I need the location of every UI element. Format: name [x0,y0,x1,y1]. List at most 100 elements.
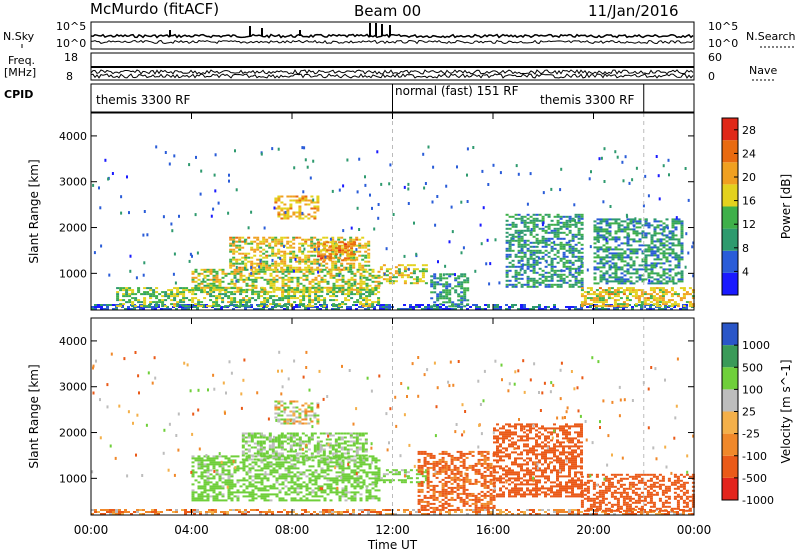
echo-cell [239,467,243,470]
echo-cell [641,236,645,239]
echo-cell [433,281,437,284]
echo-cell [236,467,240,470]
echo-cell [350,469,354,472]
echo-cell [568,245,572,248]
echo-cell [635,230,639,233]
echo-cell [109,509,112,511]
echo-cell [320,276,324,279]
echo-cell [316,258,320,261]
echo-cell [377,291,381,294]
echo-cell [283,256,287,259]
echo-cell [304,203,308,206]
echo-cell [233,274,237,277]
echo-cell [544,231,548,234]
echo-cell [125,301,129,304]
echo-cell [200,485,204,488]
echo-cell [676,511,679,513]
echo-cell [335,479,339,482]
echo-cell [151,511,154,513]
echo-cell [486,238,489,242]
echo-cell [194,499,198,502]
echo-cell [568,306,571,308]
echo-cell [335,493,339,496]
echo-cell [232,238,236,241]
echo-cell [682,295,686,298]
echo-cell [308,290,312,293]
velocity-echoes [91,350,695,515]
echo-cell [214,509,217,511]
echo-cell [251,465,255,468]
echo-cell [511,243,515,246]
echo-cell [251,497,255,500]
echo-cell [577,219,581,222]
echo-cell [314,278,318,281]
echo-cell [541,308,544,310]
echo-cell [143,261,146,265]
colorbar-tick-label: 28 [742,124,756,137]
echo-cell [316,308,319,310]
echo-cell [149,295,153,298]
echo-cell [565,261,569,264]
echo-cell [199,192,202,196]
echo-cell [599,276,603,279]
echo-cell [203,479,207,482]
echo-cell [233,469,237,472]
echo-cell [139,304,142,306]
echo-cell [119,303,123,306]
echo-cell [227,301,231,304]
echo-cell [331,260,335,263]
echo-cell [323,245,327,248]
echo-cell [242,491,246,494]
echo-cell [514,265,518,268]
echo-cell [439,293,443,296]
echo-cell [596,248,600,251]
echo-cell [317,245,321,248]
echo-cell [244,458,248,461]
echo-cell [647,268,651,271]
echo-cell [626,256,630,259]
echo-cell [329,274,333,277]
echo-cell [607,293,611,296]
echo-cell [319,511,322,513]
echo-cell [565,221,569,224]
y-tick-label: 3000 [59,176,87,189]
echo-cell [334,266,338,269]
echo-cell [478,308,481,310]
echo-cell [577,308,580,310]
echo-cell [596,222,600,225]
echo-cell [271,246,275,249]
echo-cell [535,213,539,216]
echo-cell [253,266,257,269]
echo-cell [269,286,273,289]
echo-cell [308,473,312,476]
echo-cell [266,463,270,466]
echo-cell [505,285,509,288]
echo-cell [248,475,252,478]
echo-cell [635,280,639,283]
echo-cell [436,295,440,298]
echo-cell [299,276,303,279]
echo-cell [188,291,192,294]
echo-cell [232,262,236,265]
echo-cell [656,238,660,241]
echo-cell [280,268,284,271]
echo-cell [620,282,624,285]
echo-cell [368,489,372,492]
echo-cell [197,467,201,470]
echo-cell [227,461,231,464]
echo-cell [254,485,258,488]
echo-cell [317,251,321,254]
echo-cell [215,299,219,302]
echo-cell [232,242,236,245]
echo-cell [283,436,287,439]
echo-cell [514,239,518,242]
echo-cell [356,301,360,304]
echo-cell [323,477,327,480]
echo-cell [289,252,293,255]
echo-cell [277,434,281,437]
echo-cell [209,282,213,285]
echo-cell [614,236,618,239]
echo-cell [289,215,293,218]
echo-cell [220,511,223,513]
echo-cell [353,278,357,281]
